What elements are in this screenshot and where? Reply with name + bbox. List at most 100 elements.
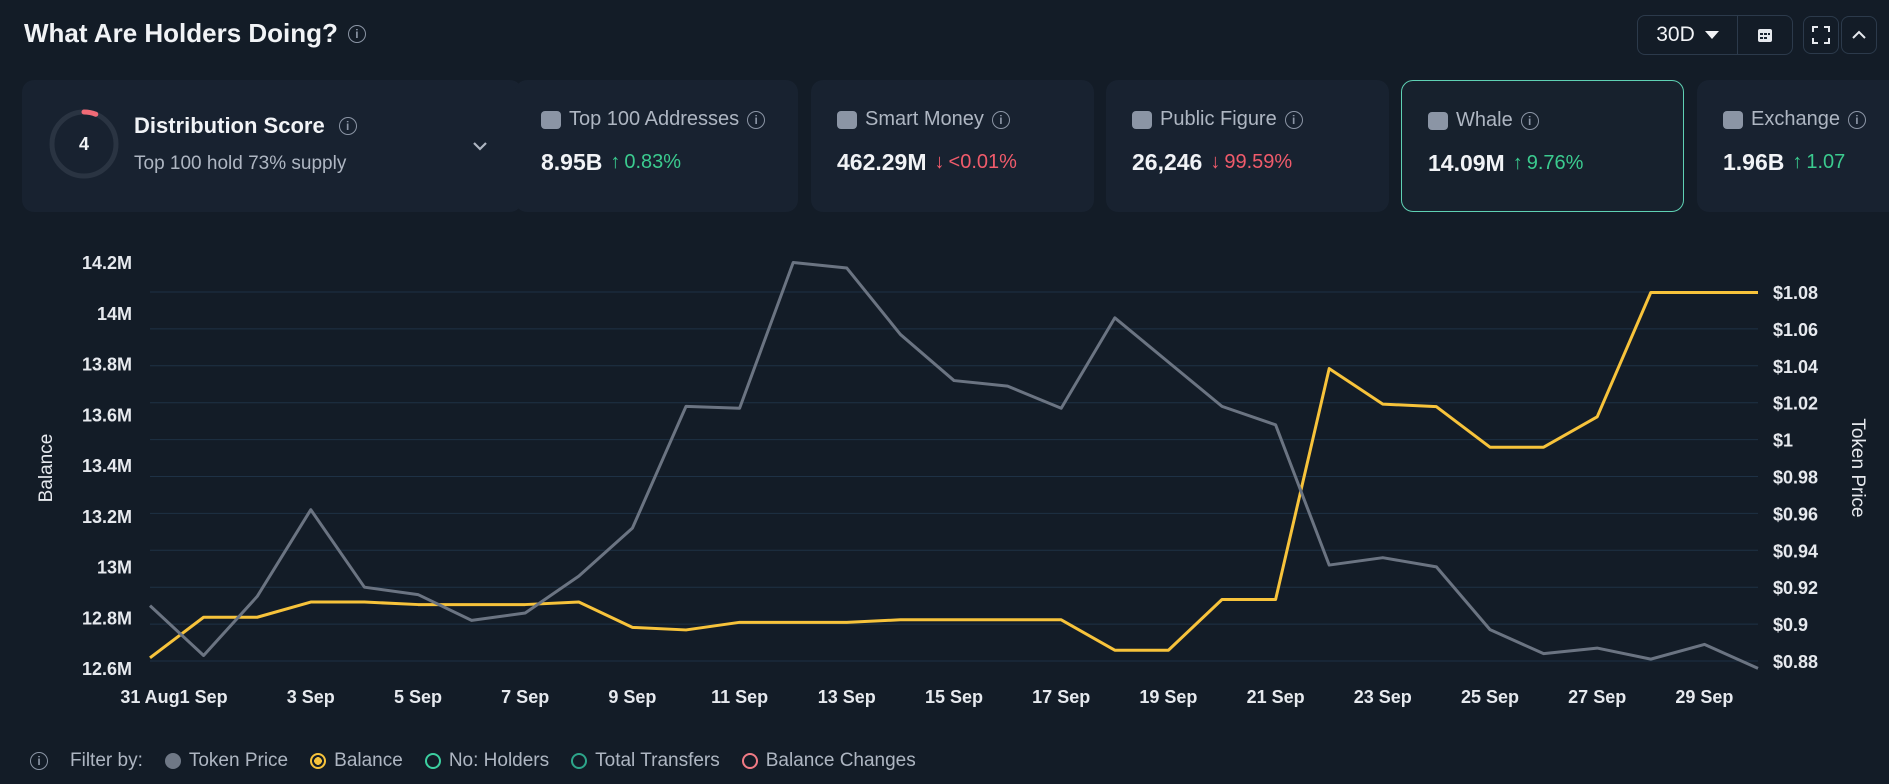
card-label: Whale [1456,109,1513,131]
x-tick-label: 29 Sep [1675,687,1733,707]
distribution-subtitle: Top 100 hold 73% supply [134,153,347,174]
x-tick-label: 3 Sep [287,687,335,707]
whale-icon [1428,111,1448,130]
chevron-down-icon[interactable] [470,136,490,156]
card-label-row: Top 100 Addresses i [541,108,772,131]
chart-area: 12.6M 12.8M 13M 13.2M 13.4M 13.6M 13.8M 14M 14.2… [0,230,1889,730]
info-icon[interactable]: i [991,110,1010,129]
x-tick-label: 9 Sep [608,687,656,707]
x-tick-label: 7 Sep [501,687,549,707]
card-value: 14.09M [1428,150,1505,176]
legend-dot [164,753,181,769]
stat-card-exchange[interactable]: Exchange i 1.96B ↑ 1.07 [1697,80,1889,212]
card-delta-value: 9.76% [1526,152,1584,174]
y-tick-label: 13.6M [82,405,132,425]
card-label-row: Public Figure i [1132,108,1363,131]
card-label-row: Exchange i [1723,108,1889,131]
distribution-body: 4 Distribution Score i Top 100 hold 73% … [22,80,522,180]
info-icon[interactable]: i [1847,110,1866,129]
y2-tick-label: $0.96 [1773,504,1818,524]
info-icon[interactable]: i [30,752,48,770]
y-tick-label: 13M [97,558,132,578]
y2-axis-title: Token Price [1847,418,1868,517]
distribution-title: Distribution Score [134,113,325,138]
arrow-down-icon: ↓ [1210,151,1221,173]
arrow-up-icon: ↑ [610,151,621,173]
y-tick-label: 13.4M [82,456,132,476]
collapse-button[interactable] [1841,16,1877,54]
arrow-up-icon: ↑ [1792,151,1803,173]
stat-card-public-figure[interactable]: Public Figure i 26,246 ↓ 99.59% [1106,80,1389,212]
series-line-token-price [148,260,1759,670]
holders-chart: 12.6M 12.8M 13M 13.2M 13.4M 13.6M 13.8M 14M 14.2… [36,253,1868,707]
legend-dot [424,753,441,769]
card-delta-value: 1.07 [1806,151,1846,173]
period-dropdown[interactable]: 30D [1638,16,1738,54]
card-label: Exchange [1751,108,1840,130]
x-tick-label: 19 Sep [1139,687,1197,707]
info-icon[interactable]: i [1520,111,1539,130]
card-value-row: 26,246 ↓ 99.59% [1132,149,1363,176]
info-icon[interactable]: i [747,110,766,129]
legend-dot [310,753,327,769]
stat-card-whale[interactable]: Whale i 14.09M ↑ 9.76% [1401,80,1684,212]
legend-label: Balance [334,750,403,771]
legend: i Filter by: Token Price Balance No: Holde… [30,750,916,772]
y-axis-title: Balance [36,434,57,503]
legend-label: Balance Changes [765,750,916,771]
info-icon[interactable]: i [338,117,357,135]
stat-card-smart-money[interactable]: Smart Money i 462.29M ↓ <0.01% [811,80,1094,212]
calendar-button[interactable] [1738,16,1792,54]
y-tick-label: 14M [97,304,132,324]
card-delta: ↓ 99.59% [1210,151,1292,174]
y2-tick-label: $1.04 [1773,357,1818,377]
x-tick-label: 23 Sep [1354,687,1412,707]
arrow-up-icon: ↑ [1512,152,1523,174]
chevron-up-icon [1852,30,1866,39]
legend-dot [571,753,588,769]
y2-tick-label: $0.9 [1773,615,1808,635]
card-value-row: 14.09M ↑ 9.76% [1428,150,1657,177]
header: What Are Holders Doing? i [24,18,366,49]
card-value: 26,246 [1132,149,1203,175]
view-buttons [1803,16,1877,54]
x-tick-label: 13 Sep [818,687,876,707]
y2-tick-label: $1.06 [1773,320,1818,340]
y2-tick-label: $0.94 [1773,541,1818,561]
legend-item-token-price[interactable]: Token Price [164,750,289,772]
chevron-down-icon [1704,31,1719,39]
x-tick-label: 5 Sep [394,687,442,707]
x-tick-label: 25 Sep [1461,687,1519,707]
x-tick-label: 21 Sep [1247,687,1305,707]
series-line-balance [149,290,1758,660]
fullscreen-button[interactable] [1803,16,1839,54]
info-icon[interactable]: i [1284,110,1303,129]
legend-item-balance-changes[interactable]: Balance Changes [741,750,916,772]
legend-dot [741,753,758,769]
legend-item-no-holders[interactable]: No: Holders [424,750,550,772]
x-tick-label: 1 Sep [180,687,228,707]
card-delta: ↑ 9.76% [1513,152,1584,175]
x-tick-label: 31 Aug [120,687,179,707]
card-delta: ↓ <0.01% [935,151,1017,174]
y2-tick-label: $0.92 [1773,578,1818,598]
distribution-card[interactable]: 4 Distribution Score i Top 100 hold 73% … [22,80,522,212]
info-icon[interactable]: i [347,24,366,43]
card-delta-value: 0.83% [624,151,682,173]
legend-label: Token Price [188,750,289,771]
legend-label: No: Holders [448,750,550,771]
distribution-text: Distribution Score i Top 100 hold 73% su… [134,113,357,175]
distribution-title-row: Distribution Score i [134,113,357,139]
x-tick-label: 11 Sep [711,687,768,707]
card-label-row: Whale i [1428,109,1657,132]
period-label: 30D [1656,23,1695,46]
card-label: Top 100 Addresses [569,108,740,130]
card-value-row: 8.95B ↑ 0.83% [541,149,772,176]
card-delta-value: 99.59% [1224,151,1293,173]
legend-item-balance[interactable]: Balance [310,750,403,772]
card-delta-value: <0.01% [948,151,1017,173]
legend-item-total-transfers[interactable]: Total Transfers [571,750,720,772]
stat-card-top-100-addresses[interactable]: Top 100 Addresses i 8.95B ↑ 0.83% [515,80,798,212]
period-control: 30D [1637,15,1793,55]
y2-tick-label: $0.88 [1773,652,1818,672]
